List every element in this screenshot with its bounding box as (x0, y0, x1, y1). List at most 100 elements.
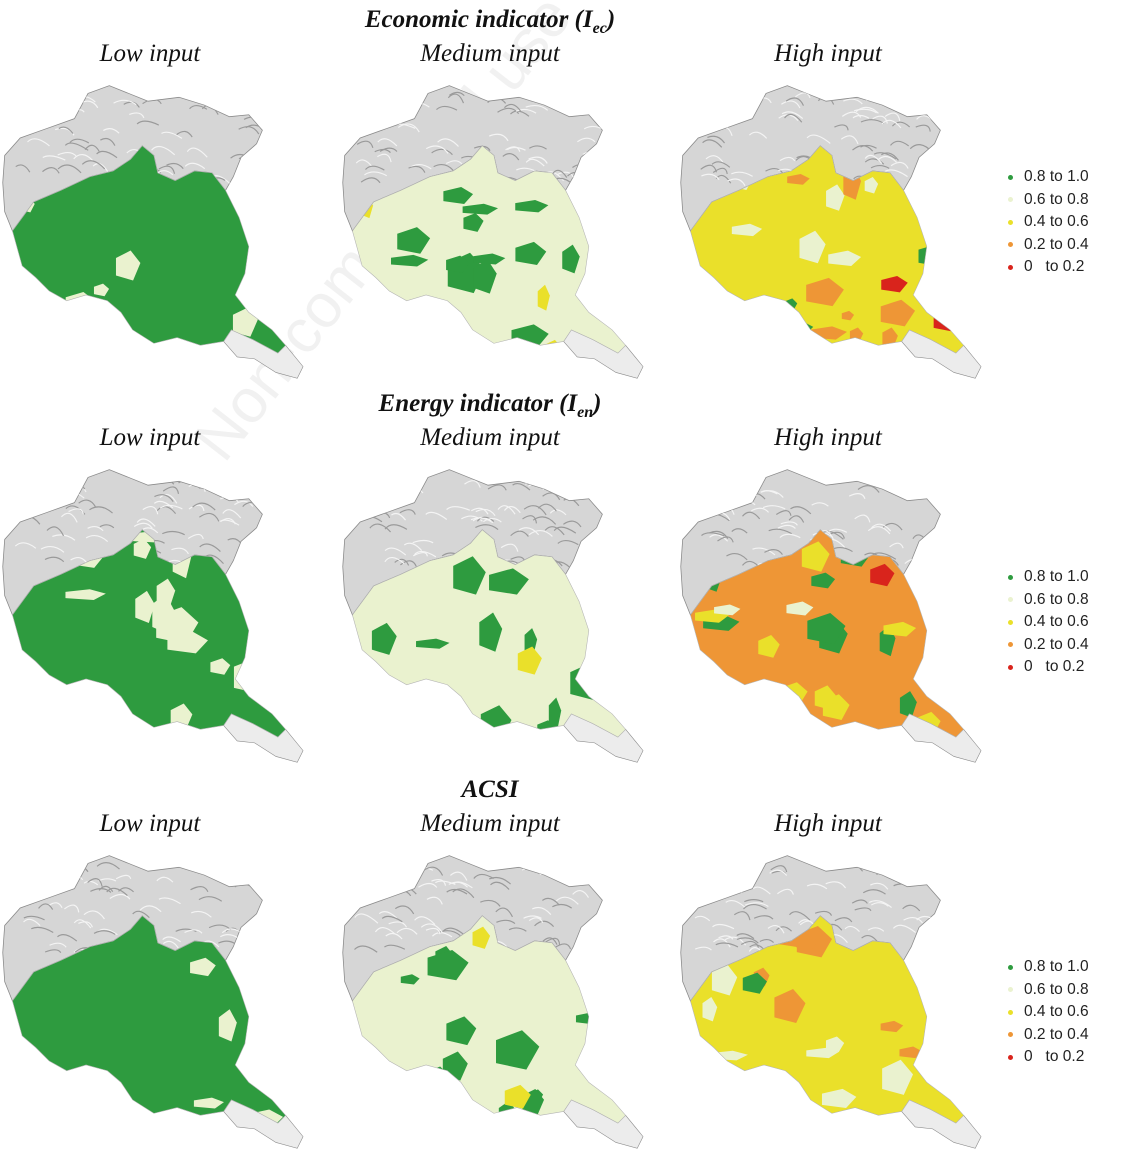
legend-swatch (1008, 619, 1013, 625)
scenario-label: High input (774, 810, 882, 837)
class-patch (731, 223, 763, 237)
region-outline (352, 145, 627, 354)
class-patch (524, 628, 538, 655)
legend-label: 0.8 to 1.0 (1024, 168, 1089, 186)
indicator-row: Economic indicator (Iec) Low input Medium … (0, 6, 1125, 386)
region-map (342, 85, 644, 379)
legend-item: 0.4 to 0.6 (1008, 611, 1125, 634)
indicator-row: ACSI Low input Medium input High input (0, 776, 1125, 1156)
class-patch (781, 1107, 809, 1124)
class-patch (702, 997, 718, 1022)
class-patch (882, 1059, 914, 1095)
scenario-label: High input (774, 40, 882, 67)
class-patch (365, 1068, 386, 1097)
region-map (2, 469, 304, 763)
legend-item: 0.6 to 0.8 (1008, 189, 1125, 212)
legend-swatch (1008, 174, 1013, 180)
class-patch (880, 299, 916, 327)
class-patch (190, 957, 216, 977)
class-patch (363, 325, 376, 352)
region-map (2, 855, 304, 1149)
scenario-label: Medium input (420, 424, 560, 451)
legend-label: 0.2 to 0.4 (1024, 635, 1089, 653)
class-patch (864, 176, 879, 194)
legend-item: 0 to 0.2 (1008, 656, 1125, 679)
map-panel: Low input (0, 424, 310, 769)
legend-item: 0.4 to 0.6 (1008, 211, 1125, 234)
class-patch (801, 541, 830, 572)
class-patch (939, 584, 954, 611)
class-patch (133, 538, 152, 559)
map-panel: Low input (0, 810, 310, 1155)
indicator-title: Economic indicator (Iec) (364, 6, 616, 37)
class-patch (152, 594, 175, 634)
map-panel: Medium input (330, 40, 650, 385)
map-panel: Medium input (330, 424, 650, 769)
class-patch (371, 622, 397, 655)
legend-label: 0.8 to 1.0 (1024, 958, 1089, 976)
region-outline (352, 915, 627, 1124)
class-patch (496, 1030, 540, 1070)
legend-item: 0 to 0.2 (1008, 256, 1125, 279)
class-patch (870, 563, 895, 587)
class-patch (957, 919, 964, 936)
class-patch (515, 200, 549, 213)
class-patch (944, 965, 964, 996)
class-patch (828, 250, 862, 267)
scenario-label: Medium input (420, 40, 560, 67)
class-patch (940, 285, 963, 316)
region-map (680, 855, 982, 1149)
region-outline (690, 145, 965, 354)
class-patch (427, 950, 469, 981)
class-patch (400, 974, 420, 985)
class-patch (880, 1020, 904, 1033)
region-map (680, 469, 982, 763)
legend-label: 0.4 to 0.6 (1024, 613, 1089, 631)
class-patch (611, 1025, 626, 1043)
class-patch (135, 590, 155, 623)
class-patch (619, 1016, 626, 1041)
class-patch (618, 245, 626, 266)
class-patch (694, 665, 710, 694)
map-panel: High input (668, 40, 988, 385)
class-patch (608, 677, 626, 701)
class-patch (473, 253, 506, 265)
class-patch (40, 686, 69, 718)
legend-label: 0.8 to 1.0 (1024, 568, 1089, 586)
class-patch (881, 275, 908, 293)
legend-item: 0.2 to 0.4 (1008, 1024, 1125, 1047)
class-patch (269, 550, 286, 569)
class-patch (515, 241, 547, 266)
class-patch (517, 646, 542, 675)
class-patch (14, 1085, 34, 1117)
class-patch (605, 640, 626, 651)
legend-swatch (1008, 574, 1013, 580)
class-patch (18, 696, 32, 734)
class-patch (928, 198, 946, 226)
legend-swatch (1008, 219, 1013, 225)
map-panel: Low input (0, 40, 310, 385)
class-patch (711, 964, 738, 996)
class-patch (400, 1098, 426, 1120)
legend-swatch (1008, 987, 1013, 993)
legend: 0.8 to 1.0 0.6 to 0.8 0.4 to 0.6 0.2 to 0.4… (1008, 956, 1125, 1069)
legend-item: 0.2 to 0.4 (1008, 634, 1125, 657)
class-patch (472, 926, 491, 949)
legend-label: 0 to 0.2 (1024, 258, 1085, 276)
legend-item: 0.6 to 0.8 (1008, 589, 1125, 612)
class-patch (453, 556, 486, 595)
region-outline (352, 529, 627, 738)
legend-swatch (1008, 1009, 1013, 1015)
legend-label: 0.2 to 0.4 (1024, 1025, 1089, 1043)
legend-item: 0.4 to 0.6 (1008, 1001, 1125, 1024)
region-map (342, 855, 644, 1149)
class-patch (446, 255, 470, 273)
class-patch (462, 203, 499, 215)
class-patch (899, 1046, 923, 1059)
class-patch (115, 250, 141, 281)
legend: 0.8 to 1.0 0.6 to 0.8 0.4 to 0.6 0.2 to 0.4… (1008, 166, 1125, 279)
scenario-label: Medium input (420, 810, 560, 837)
class-patch (176, 1112, 197, 1124)
class-patch (210, 658, 231, 675)
class-patch (193, 1097, 224, 1109)
